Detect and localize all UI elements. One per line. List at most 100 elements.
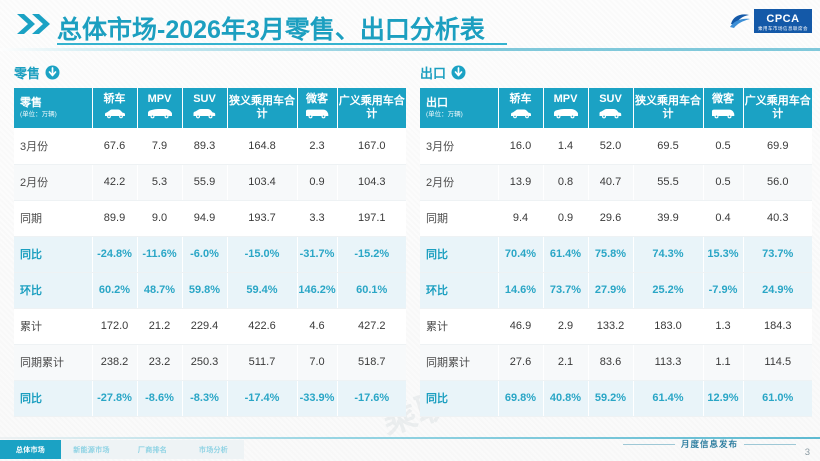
table-row: 同期累计 238.2 23.2 250.3 511.7 7.0 518.7 <box>14 344 406 381</box>
cell: 13.9 <box>498 164 544 201</box>
row-label: 3月份 <box>14 128 93 165</box>
table-row: 3月份 16.0 1.4 52.0 69.5 0.5 69.9 <box>420 128 812 165</box>
cell: 59.4% <box>227 272 298 309</box>
cell: -17.4% <box>227 380 298 417</box>
cpca-logo-label: CPCA <box>766 13 800 25</box>
cell: 113.3 <box>633 344 704 381</box>
table-row: 同比 70.4% 61.4% 75.8% 74.3% 15.3% 73.7% <box>420 236 812 273</box>
cell: -15.2% <box>337 236 406 273</box>
cell: 59.2% <box>588 380 634 417</box>
tab-nev-market[interactable]: 新能源市场 <box>61 440 122 459</box>
retail-panel: 零售 零售 (单位：万辆) 轿车 MPV <box>14 62 406 417</box>
table-row: 2月份 13.9 0.8 40.7 55.5 0.5 56.0 <box>420 164 812 201</box>
cell: 29.6 <box>588 200 634 237</box>
cell: 1.3 <box>703 308 744 345</box>
cell: 59.8% <box>182 272 228 309</box>
cell: 75.8% <box>588 236 634 273</box>
export-header-narrow-total: 狭义乘用车合计 <box>633 88 704 128</box>
cell: 422.6 <box>227 308 298 345</box>
cell: 40.7 <box>588 164 634 201</box>
cell: 427.2 <box>337 308 406 345</box>
cell: 40.3 <box>743 200 812 237</box>
table-row: 同比 69.8% 40.8% 59.2% 61.4% 12.9% 61.0% <box>420 380 812 417</box>
export-header-unit: (单位：万辆) <box>426 111 463 119</box>
cell: 21.2 <box>137 308 183 345</box>
table-row: 同比 -27.8% -8.6% -8.3% -17.4% -33.9% -17.… <box>14 380 406 417</box>
export-section-label: 出口 <box>420 62 812 82</box>
export-header-minivan: 微客 <box>703 88 744 128</box>
cell: 73.7% <box>743 236 812 273</box>
table-row: 3月份 67.6 7.9 89.3 164.8 2.3 167.0 <box>14 128 406 165</box>
cell: 114.5 <box>743 344 812 381</box>
row-label: 3月份 <box>420 128 499 165</box>
cell: 70.4% <box>498 236 544 273</box>
cell: 0.9 <box>297 164 338 201</box>
table-row: 累计 46.9 2.9 133.2 183.0 1.3 184.3 <box>420 308 812 345</box>
retail-header-mpv: MPV <box>137 88 183 128</box>
cell: 89.9 <box>92 200 138 237</box>
row-label: 同比 <box>420 380 499 417</box>
title-underline <box>57 43 507 45</box>
row-label: 累计 <box>14 308 93 345</box>
row-label: 同比 <box>14 380 93 417</box>
cell: 0.5 <box>703 164 744 201</box>
cell: 67.6 <box>92 128 138 165</box>
cell: 42.2 <box>92 164 138 201</box>
tab-market-analysis[interactable]: 市场分析 <box>183 440 244 459</box>
cell: 193.7 <box>227 200 298 237</box>
cell: 9.0 <box>137 200 183 237</box>
retail-header-suv-label: SUV <box>193 93 216 106</box>
cell: 518.7 <box>337 344 406 381</box>
row-label: 2月份 <box>420 164 499 201</box>
cell: -15.0% <box>227 236 298 273</box>
cell: 16.0 <box>498 128 544 165</box>
cell: 7.9 <box>137 128 183 165</box>
cell: 133.2 <box>588 308 634 345</box>
cell: -31.7% <box>297 236 338 273</box>
cell: 69.5 <box>633 128 704 165</box>
export-header-suv: SUV <box>588 88 634 128</box>
footer-brand: 月度信息发布 <box>622 438 796 450</box>
retail-header-sedan-label: 轿车 <box>103 93 126 106</box>
cell: 61.0% <box>743 380 812 417</box>
table-row: 环比 60.2% 48.7% 59.8% 59.4% 146.2% 60.1% <box>14 272 406 309</box>
cell: 184.3 <box>743 308 812 345</box>
cell: 197.1 <box>337 200 406 237</box>
tab-overall-market[interactable]: 总体市场 <box>0 440 61 459</box>
page-header: 总体市场-2026年3月零售、出口分析表 CPCA 乘用车市场信息联席会 <box>0 0 820 52</box>
cell: 40.8% <box>543 380 589 417</box>
cell: 27.6 <box>498 344 544 381</box>
export-header-broad-total: 广义乘用车合计 <box>743 88 812 128</box>
cell: 5.3 <box>137 164 183 201</box>
retail-header-minivan-label: 微客 <box>306 93 328 106</box>
retail-header-unit: (单位：万辆) <box>20 111 57 119</box>
cell: 104.3 <box>337 164 406 201</box>
retail-header-narrow-total: 狭义乘用车合计 <box>227 88 298 128</box>
cell: 0.5 <box>703 128 744 165</box>
row-label: 同期累计 <box>14 344 93 381</box>
suv-car-icon <box>589 108 633 123</box>
page-footer: 总体市场 新能源市场 厂商排名 市场分析 月度信息发布 3 <box>0 437 820 461</box>
cell: -7.9% <box>703 272 744 309</box>
retail-header-broad-total: 广义乘用车合计 <box>337 88 406 128</box>
retail-section-text: 零售 <box>14 65 41 81</box>
export-header-first-label: 出口 <box>426 97 448 110</box>
cell: 4.6 <box>297 308 338 345</box>
row-label: 同期 <box>420 200 499 237</box>
row-label: 同期 <box>14 200 93 237</box>
tab-manufacturer-ranking[interactable]: 厂商排名 <box>122 440 183 459</box>
cell: 27.9% <box>588 272 634 309</box>
cell: 167.0 <box>337 128 406 165</box>
cell: -8.3% <box>182 380 228 417</box>
mpv-car-icon <box>138 108 182 123</box>
table-row: 环比 14.6% 73.7% 27.9% 25.2% -7.9% 24.9% <box>420 272 812 309</box>
cell: 146.2% <box>297 272 338 309</box>
cell: 2.1 <box>543 344 589 381</box>
export-header-mpv: MPV <box>543 88 589 128</box>
export-table-header-row: 出口 (单位：万辆) 轿车 MPV SUV <box>420 88 812 128</box>
row-label: 同比 <box>14 236 93 273</box>
cell: 60.1% <box>337 272 406 309</box>
retail-header-mpv-label: MPV <box>147 93 172 106</box>
cell: 39.9 <box>633 200 704 237</box>
cell: 172.0 <box>92 308 138 345</box>
